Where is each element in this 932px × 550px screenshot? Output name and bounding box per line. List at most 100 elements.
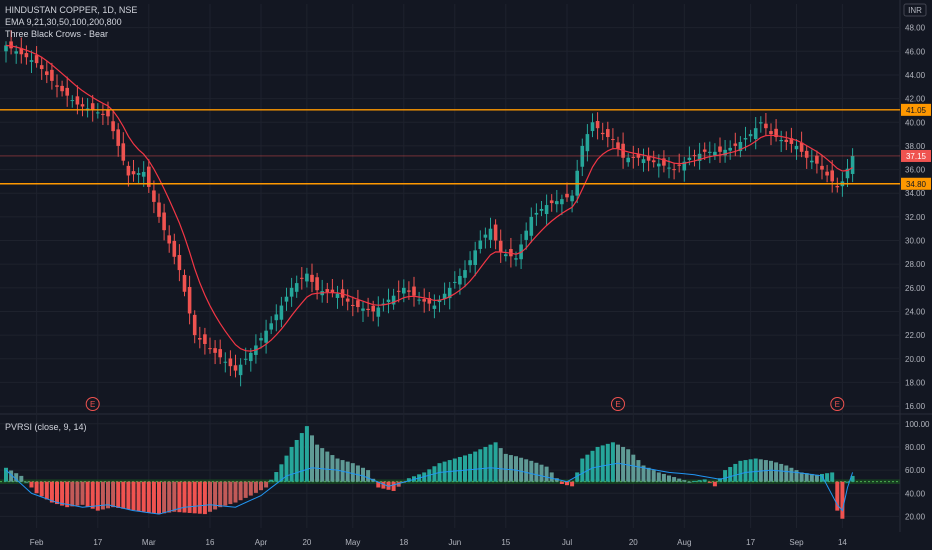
- pvrsi-bar: [784, 465, 789, 482]
- pvrsi-bar: [126, 481, 131, 510]
- pvrsi-bar: [325, 451, 330, 482]
- candle-body: [289, 287, 294, 297]
- pvrsi-bar: [580, 458, 585, 482]
- candle-body: [789, 138, 794, 144]
- candle-body: [565, 193, 569, 198]
- candle-body: [70, 100, 75, 102]
- pvrsi-bar: [677, 478, 682, 482]
- pvrsi-bar: [672, 477, 677, 482]
- pvrsi-bar: [264, 481, 269, 488]
- pvrsi-bar: [151, 481, 156, 514]
- pvrsi-bar: [187, 481, 192, 513]
- candle-body: [478, 240, 483, 249]
- price-tick-label: 48.00: [905, 24, 926, 33]
- earnings-marker: [611, 397, 625, 411]
- candle-body: [187, 286, 192, 314]
- candle-body: [458, 276, 462, 285]
- candle-body: [830, 170, 834, 182]
- pvrsi-bar: [228, 481, 233, 505]
- pvrsi-bar: [238, 481, 243, 501]
- candle-body: [19, 48, 24, 55]
- pvrsi-bar: [289, 446, 294, 482]
- pattern-indicator-label[interactable]: Three Black Crows - Bear: [5, 29, 108, 39]
- price-tick-label: 28.00: [905, 260, 926, 269]
- pvrsi-bar: [539, 464, 544, 482]
- candle-body: [504, 254, 508, 257]
- pvrsi-bar: [70, 481, 75, 507]
- level-price-tag: [901, 177, 931, 190]
- pvrsi-bar: [223, 481, 228, 506]
- pvrsi-bar: [274, 472, 279, 482]
- pvrsi-bar: [350, 463, 355, 482]
- pvrsi-bar: [661, 473, 666, 482]
- candle-body: [391, 295, 396, 305]
- candle-body: [351, 304, 355, 306]
- pvrsi-bar: [355, 465, 360, 482]
- pvrsi-bar: [554, 478, 559, 482]
- candle-body: [407, 290, 411, 292]
- pvrsi-signal-line: [5, 462, 854, 515]
- candle-body: [198, 337, 202, 340]
- price-tick-label: 38.00: [905, 142, 926, 151]
- pvrsi-bar: [503, 453, 508, 482]
- candle-body: [850, 155, 855, 174]
- pvrsi-bar: [192, 481, 197, 514]
- candle-body: [131, 171, 136, 175]
- ema-line: [5, 44, 853, 352]
- pvrsi-bar: [391, 481, 396, 491]
- price-tick-label: 26.00: [905, 284, 926, 293]
- earnings-marker-label: E: [90, 400, 95, 409]
- pvrsi-bar: [483, 446, 488, 482]
- currency-label: INR: [908, 6, 922, 15]
- candle-body: [580, 145, 585, 167]
- candle-body: [514, 258, 518, 260]
- candle-body: [825, 171, 829, 176]
- pvrsi-bar: [213, 481, 218, 510]
- candle-body: [259, 338, 263, 341]
- pvrsi-bar: [820, 473, 824, 482]
- pvrsi-bar: [610, 442, 615, 482]
- pvrsi-bar: [631, 454, 636, 482]
- pvrsi-tick-label: 100.00: [905, 420, 930, 429]
- pvrsi-bar: [447, 460, 452, 482]
- time-tick-label: Feb: [30, 538, 44, 547]
- axes: 16.00 18.00 20.00 22.00 24.00 26.00 28.00 30.00…: [30, 24, 931, 547]
- pvrsi-bar: [106, 481, 110, 509]
- last-price-label: 37.15: [906, 152, 927, 161]
- pvrsi-title[interactable]: PVRSI (close, 9, 14): [5, 422, 87, 432]
- pvrsi-bar: [738, 460, 743, 482]
- candle-body: [172, 240, 177, 257]
- pvrsi-tick-label: 40.00: [905, 489, 926, 498]
- candle-body: [90, 103, 95, 111]
- pvrsi-bar: [687, 481, 692, 483]
- candle-body: [96, 112, 100, 114]
- ema-indicator-label[interactable]: EMA 9,21,30,50,100,200,800: [5, 17, 122, 27]
- candle-body: [845, 168, 850, 179]
- pvrsi-bar: [794, 470, 799, 482]
- time-tick-label: Sep: [789, 538, 804, 547]
- pvrsi-bar: [259, 481, 263, 491]
- candle-body: [483, 234, 488, 238]
- candle-body: [29, 60, 34, 62]
- candle-body: [192, 314, 197, 336]
- pvrsi-bar: [753, 458, 758, 482]
- pvrsi-bar: [44, 481, 49, 500]
- pvrsi-bar: [758, 459, 763, 482]
- candle-body: [101, 113, 105, 115]
- pvrsi-bar: [345, 461, 350, 482]
- candle-body: [243, 358, 248, 360]
- pvrsi-bar: [172, 481, 177, 512]
- pvrsi-bar: [279, 464, 284, 482]
- currency-badge[interactable]: [903, 3, 927, 17]
- candle-body: [677, 164, 681, 166]
- pvrsi-bar: [310, 435, 314, 482]
- candle-body: [672, 169, 676, 171]
- candle-body: [310, 274, 314, 282]
- pvrsi-pane[interactable]: [0, 426, 900, 519]
- candle-body: [539, 208, 544, 211]
- pvrsi-bar: [529, 460, 534, 482]
- candle-body: [111, 121, 115, 132]
- candle-body: [815, 155, 819, 164]
- pvrsi-bar: [39, 481, 44, 497]
